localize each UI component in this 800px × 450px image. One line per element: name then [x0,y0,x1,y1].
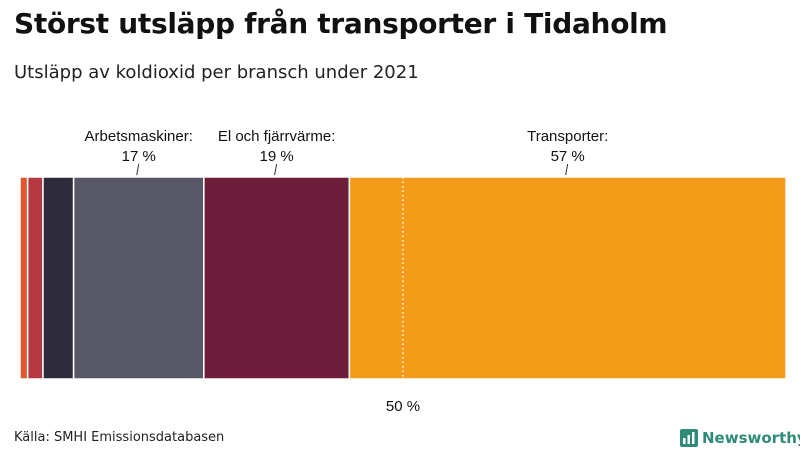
bar-segment-segment-2 [26,176,44,380]
bar-segment-transporter [348,176,787,380]
chart-subtitle: Utsläpp av koldioxid per bransch under 2… [14,62,419,83]
segment-label-transporter: Transporter: [527,128,608,145]
segment-leader-transporter [565,163,569,176]
bar-segment-segment-3 [42,176,75,380]
bar-segment-arbetsmaskiner [72,176,205,380]
bar-segment-el-och-fj-rrv-rme [203,176,351,380]
segment-value-arbetsmaskiner: 17 % [122,148,156,165]
segment-value-transporter: 57 % [551,148,585,165]
newsworthy-logo-icon [680,429,698,447]
source-note: Källa: SMHI Emissionsdatabasen [14,430,225,445]
segment-label-arbetsmaskiner: Arbetsmaskiner: [85,128,193,145]
segment-leader-arbetsmaskiner [136,163,140,176]
segment-value-el-och-fj-rrv-rme: 19 % [260,148,294,165]
chart-title: Störst utsläpp från transporter i Tidaho… [14,7,668,40]
segment-leader-el-och-fj-rrv-rme [274,163,278,176]
segment-label-el-och-fj-rrv-rme: El och fjärrvärme: [218,128,336,145]
newsworthy-logo[interactable]: Newsworthy [680,427,800,449]
bar-segment-segment-1 [19,176,29,380]
stacked-bar-chart: Arbetsmaskiner: 17 % El och fjärrvärme: 19 … [19,128,787,415]
reference-line-label: 50 % [386,398,420,415]
newsworthy-logo-text: Newsworthy [702,429,800,447]
